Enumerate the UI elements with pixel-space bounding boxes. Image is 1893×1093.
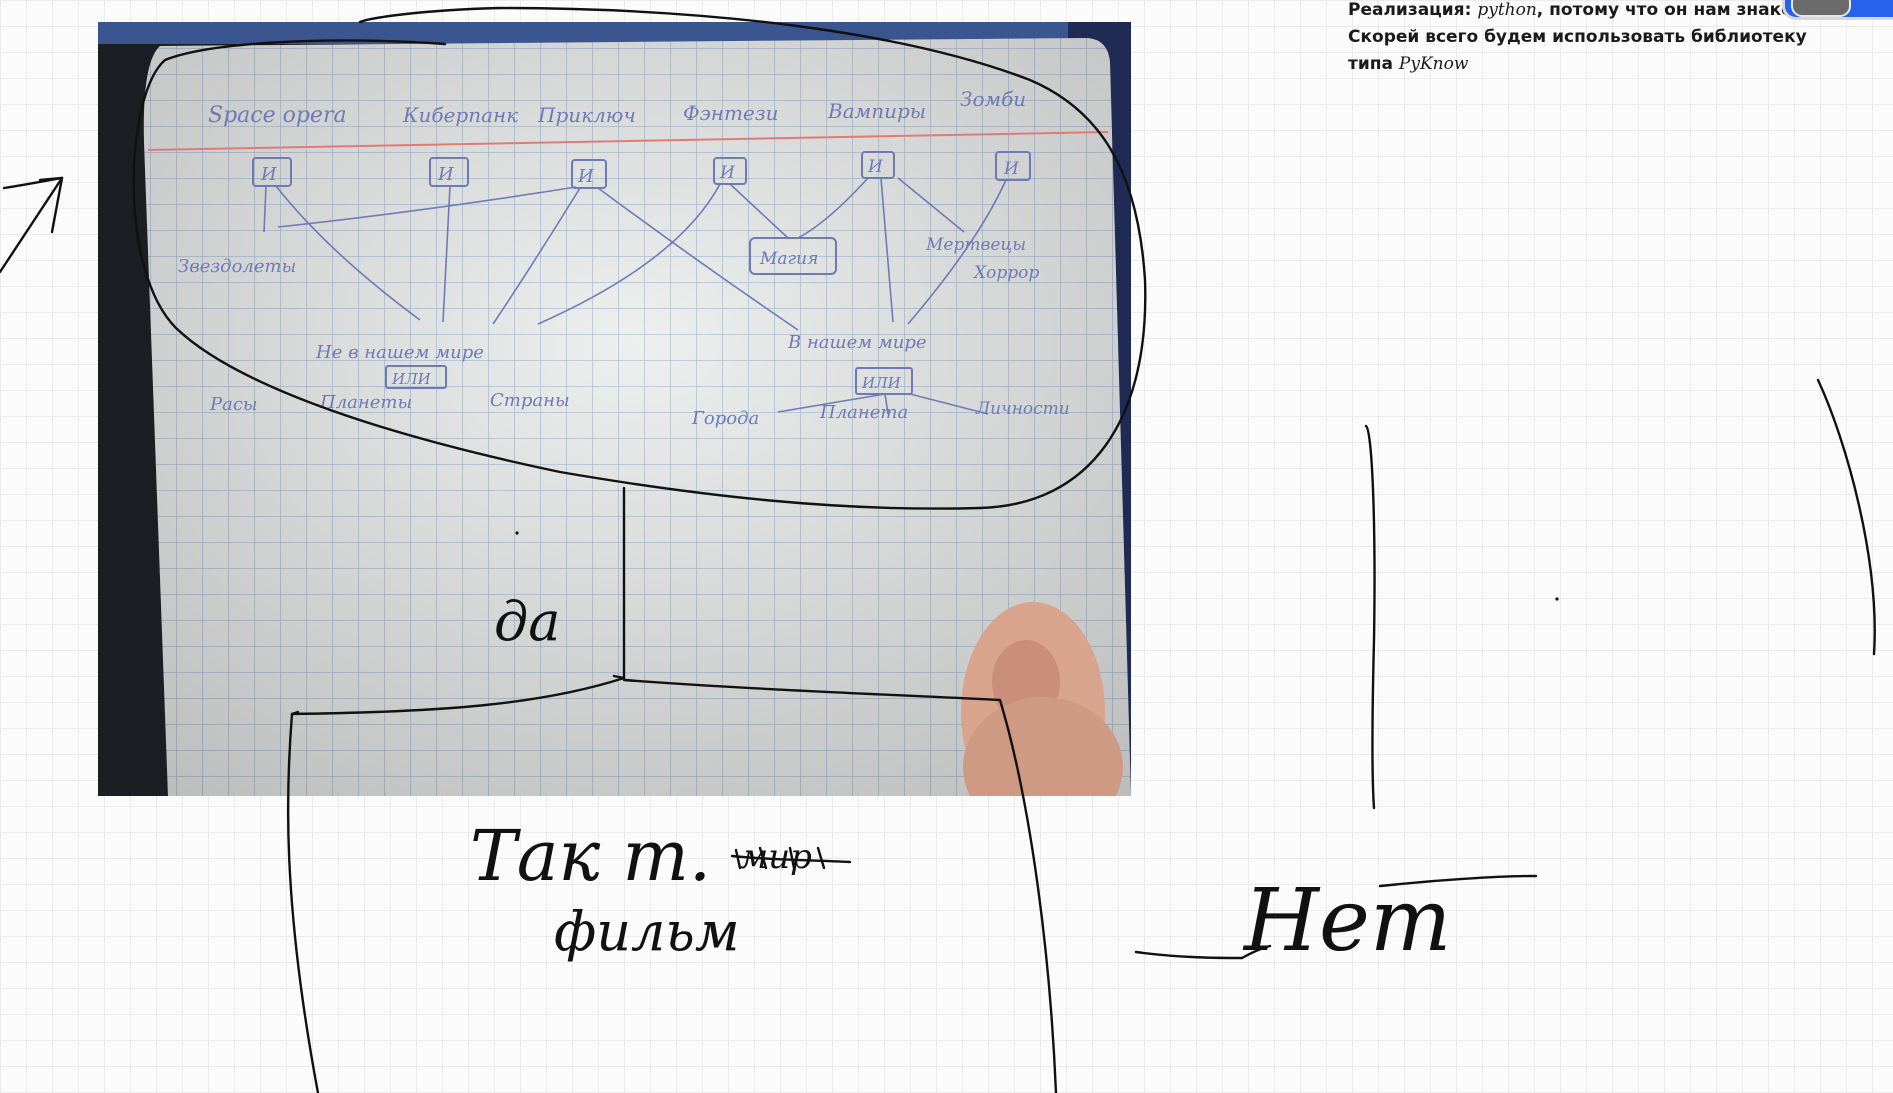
mode-toggle[interactable] — [1782, 0, 1893, 20]
and-label: И — [867, 157, 884, 177]
node-races: Расы — [209, 394, 258, 415]
note-body: , потому что он нам знаком. Скорей всего… — [1348, 0, 1814, 74]
arrow-stroke — [38, 176, 64, 182]
vertical-stroke — [1364, 424, 1376, 810]
no-connector — [1134, 950, 1244, 960]
node-planets: Планеты — [319, 392, 412, 413]
genre-label: Киберпанк — [402, 103, 518, 127]
node-cities: Города — [691, 408, 759, 429]
note-library: PyKnow — [1398, 54, 1469, 74]
lasso-stroke — [132, 6, 1147, 510]
toggle-knob[interactable] — [1791, 0, 1851, 17]
node-our-world: В нашем мире — [787, 332, 927, 353]
or-label: ИЛИ — [861, 374, 902, 392]
node-undead: Мертвецы — [925, 235, 1026, 255]
node-lichnosti: Личности — [975, 399, 1070, 419]
yes-label: да — [494, 590, 560, 653]
strike-stroke — [730, 854, 852, 864]
no-connector — [1378, 874, 1538, 888]
ink-dot — [515, 531, 519, 535]
node-magic: Магия — [759, 249, 818, 269]
implementation-note: Реализация: python, потому что он нам зн… — [1348, 0, 1818, 78]
and-label: И — [437, 164, 454, 185]
and-label: И — [719, 163, 736, 183]
node-planets2: Планета — [819, 402, 908, 423]
yes-connector — [290, 676, 626, 716]
genre-label: Вампиры — [827, 99, 926, 123]
diagram-edges — [263, 177, 1007, 415]
arrow-stroke — [0, 176, 64, 274]
genre-label: Приключ — [537, 103, 636, 127]
answer-line1: Так т. — [470, 815, 711, 897]
no-connector — [1240, 944, 1272, 960]
vertical-stroke — [1816, 378, 1876, 656]
node-countries: Страны — [490, 390, 570, 411]
genre-label: Space opera — [208, 103, 347, 128]
genre-labels: Space opera Киберпанк Приключ Фэнтези Ва… — [208, 87, 1026, 128]
note-language: python — [1477, 0, 1537, 20]
node-horror: Хоррор — [972, 263, 1039, 283]
genre-label: Фэнтези — [683, 101, 779, 125]
arrow-stroke — [50, 176, 64, 234]
no-label: Нет — [1242, 871, 1451, 971]
and-box-labels: И И И И И И ИЛИ ИЛИ — [260, 157, 1020, 392]
strike-stroke — [734, 846, 826, 870]
struck-word: мир — [740, 837, 812, 877]
answer-frame — [290, 710, 300, 716]
node-stars: Звездолеты — [178, 256, 296, 277]
answer-frame — [286, 712, 320, 1093]
answer-line2: фильм — [554, 900, 740, 963]
ink-dot — [1555, 597, 1559, 601]
or-label: ИЛИ — [391, 370, 432, 388]
and-label: И — [260, 164, 277, 185]
note-label: Реализация: — [1348, 0, 1472, 20]
genre-label: Зомби — [960, 87, 1026, 111]
and-label: И — [1003, 159, 1020, 179]
node-not-our-world: Не в нашем мире — [315, 342, 484, 363]
notebook-photo: Space opera Киберпанк Приключ Фэнтези Ва… — [98, 22, 1131, 796]
answer-frame — [622, 678, 1058, 1093]
diagram-nodes: Звездолеты Магия Мертвецы Хоррор Не в на… — [178, 235, 1070, 429]
and-label: И — [577, 166, 594, 187]
yes-connector — [612, 486, 626, 680]
notebook-page: Space opera Киберпанк Приключ Фэнтези Ва… — [98, 22, 1131, 796]
